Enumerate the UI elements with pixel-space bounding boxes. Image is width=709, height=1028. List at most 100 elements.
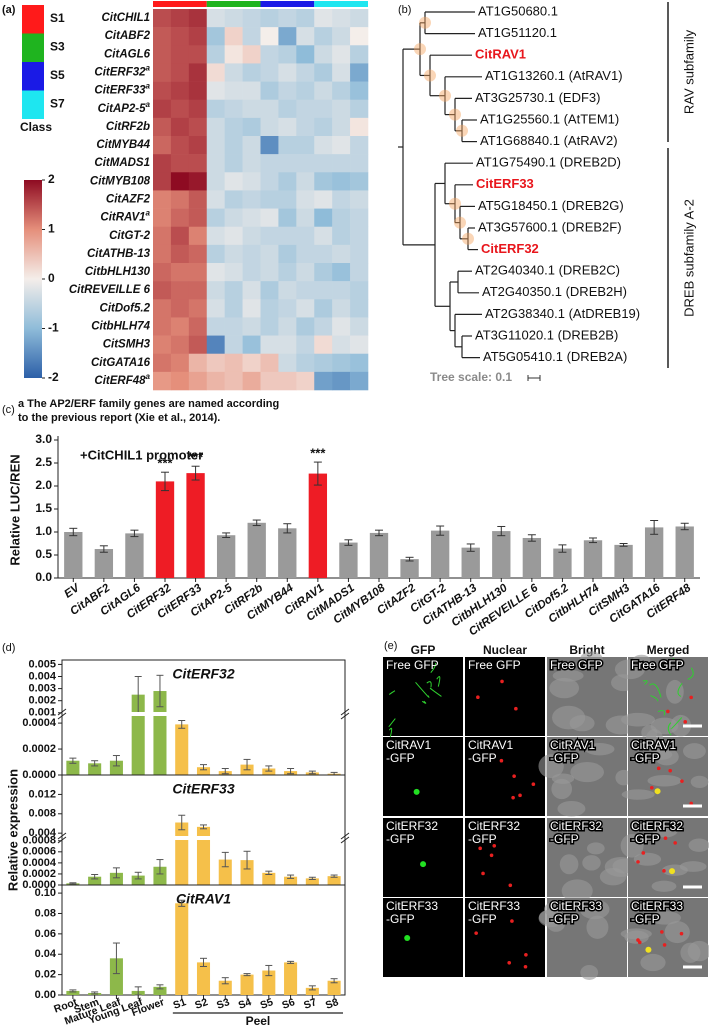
x-tick-label: EV — [62, 581, 83, 600]
heatmap-cell — [242, 281, 261, 300]
row-label: CitbHLH74 — [91, 321, 150, 333]
x-tick-label: S1 — [172, 996, 188, 1012]
row-label-text: CitDof5.2 — [100, 302, 151, 314]
y-tick-label: 0.004 — [28, 827, 56, 839]
row-label: CitAP2-5a — [98, 100, 151, 115]
row-label-text: CitRAV1 — [100, 212, 145, 224]
nucleus-signal — [476, 695, 480, 700]
heatmap-cell — [224, 154, 243, 173]
nucleus-signal — [508, 883, 513, 888]
heatmap-cell — [278, 136, 297, 155]
row-label-text: CitREVEILLE 6 — [69, 284, 151, 296]
y-tick-label: 1.5 — [35, 501, 52, 515]
x-tick-label: S7 — [302, 996, 318, 1012]
class-name: S7 — [50, 97, 65, 111]
heatmap-cell — [278, 244, 297, 264]
micrograph-label: -GFP — [468, 832, 497, 846]
heatmap-cell — [260, 117, 279, 137]
heatmap-cell — [224, 81, 243, 101]
bar — [305, 878, 319, 885]
heatmap-cell — [170, 244, 190, 264]
y-tick-label: 0.06 — [35, 928, 56, 940]
heatmap-cell — [332, 371, 351, 391]
heatmap-cell — [296, 172, 315, 191]
heatmap-cell — [224, 263, 243, 282]
heatmap-cell — [206, 299, 225, 318]
error-bar — [69, 989, 77, 993]
nucleus-signal — [662, 943, 667, 947]
heatmap-cell — [260, 371, 279, 391]
heatmap-cell — [188, 63, 208, 82]
cell-texture — [621, 712, 655, 727]
leaf-label: CitERF32 — [481, 241, 539, 256]
class-bar — [260, 1, 315, 7]
micrograph-label: CitRAV1 — [550, 738, 595, 752]
heatmap-cell — [350, 99, 369, 119]
y-axis-label: Relative LUC/REN — [7, 454, 22, 565]
micrograph — [465, 818, 545, 897]
gfp-signal — [670, 717, 683, 730]
row-label: CitATHB-13 — [87, 248, 151, 260]
nucleus-signal — [673, 841, 677, 845]
bar — [305, 987, 319, 995]
class-swatch — [22, 90, 44, 119]
break-mark — [340, 836, 350, 844]
heatmap-cell — [314, 317, 333, 336]
heatmap-cell — [314, 9, 333, 28]
error-bar — [283, 523, 292, 534]
error-bar — [156, 674, 164, 708]
error-bar — [308, 985, 316, 991]
heatmap-cell — [188, 226, 208, 246]
heatmap-cell — [350, 81, 369, 101]
y-tick-label: 0.003 — [28, 683, 56, 695]
error-bar — [156, 859, 164, 875]
heatmap-cell — [278, 208, 297, 228]
cell-texture — [647, 774, 682, 787]
heatmap-cell — [260, 208, 279, 228]
heatmap-cell — [350, 335, 369, 355]
heatmap-cell — [224, 226, 243, 246]
leaf-label: AT1G50680.1 — [478, 3, 558, 18]
row-label: CitDof5.2 — [100, 302, 151, 314]
cell-texture — [649, 911, 682, 925]
nucleus-signal — [499, 758, 504, 763]
colorbar-tick-label: 1 — [48, 222, 55, 236]
gfp-signal — [659, 658, 675, 667]
heatmap-cell — [206, 244, 225, 264]
heatmap-cell — [153, 353, 172, 373]
heatmap-cell — [296, 99, 315, 119]
nucleus-signal — [511, 795, 515, 800]
y-tick-label: 1.0 — [35, 524, 52, 538]
heatmap-cell — [296, 263, 315, 282]
heatmap-cell — [260, 317, 279, 336]
heatmap-cell — [350, 63, 369, 82]
error-bar — [436, 525, 445, 536]
heatmap-cell — [260, 172, 279, 191]
heatmap-cell — [278, 281, 297, 300]
heatmap-cell — [332, 63, 351, 82]
error-bar — [178, 719, 186, 729]
clade-label: DREB subfamily A-2 — [681, 199, 696, 317]
error-bar — [497, 525, 506, 537]
heatmap-cell — [188, 335, 208, 355]
cell-texture — [651, 880, 677, 892]
heatmap-cell — [332, 45, 351, 64]
y-tick-label: 0.008 — [28, 808, 56, 820]
heatmap-cell — [242, 136, 261, 155]
micrograph-label: -GFP — [468, 912, 497, 926]
colorbar-tick-label: -2 — [48, 370, 59, 384]
micrograph-label: Free GFP — [386, 658, 439, 672]
heatmap-cell — [350, 299, 369, 318]
cell-texture — [682, 743, 706, 760]
heatmap-cell — [314, 45, 333, 64]
panel-label: (b) — [398, 4, 411, 16]
cell-texture — [579, 899, 610, 920]
row-label-text: CitGT-2 — [109, 230, 150, 242]
nucleus-signal — [531, 782, 536, 786]
error-bar — [265, 964, 273, 977]
heatmap-cell — [206, 226, 225, 246]
heatmap-cell — [188, 99, 208, 119]
row-label: CitMYB108 — [90, 175, 151, 187]
bar — [175, 724, 189, 775]
error-bar — [156, 984, 164, 990]
